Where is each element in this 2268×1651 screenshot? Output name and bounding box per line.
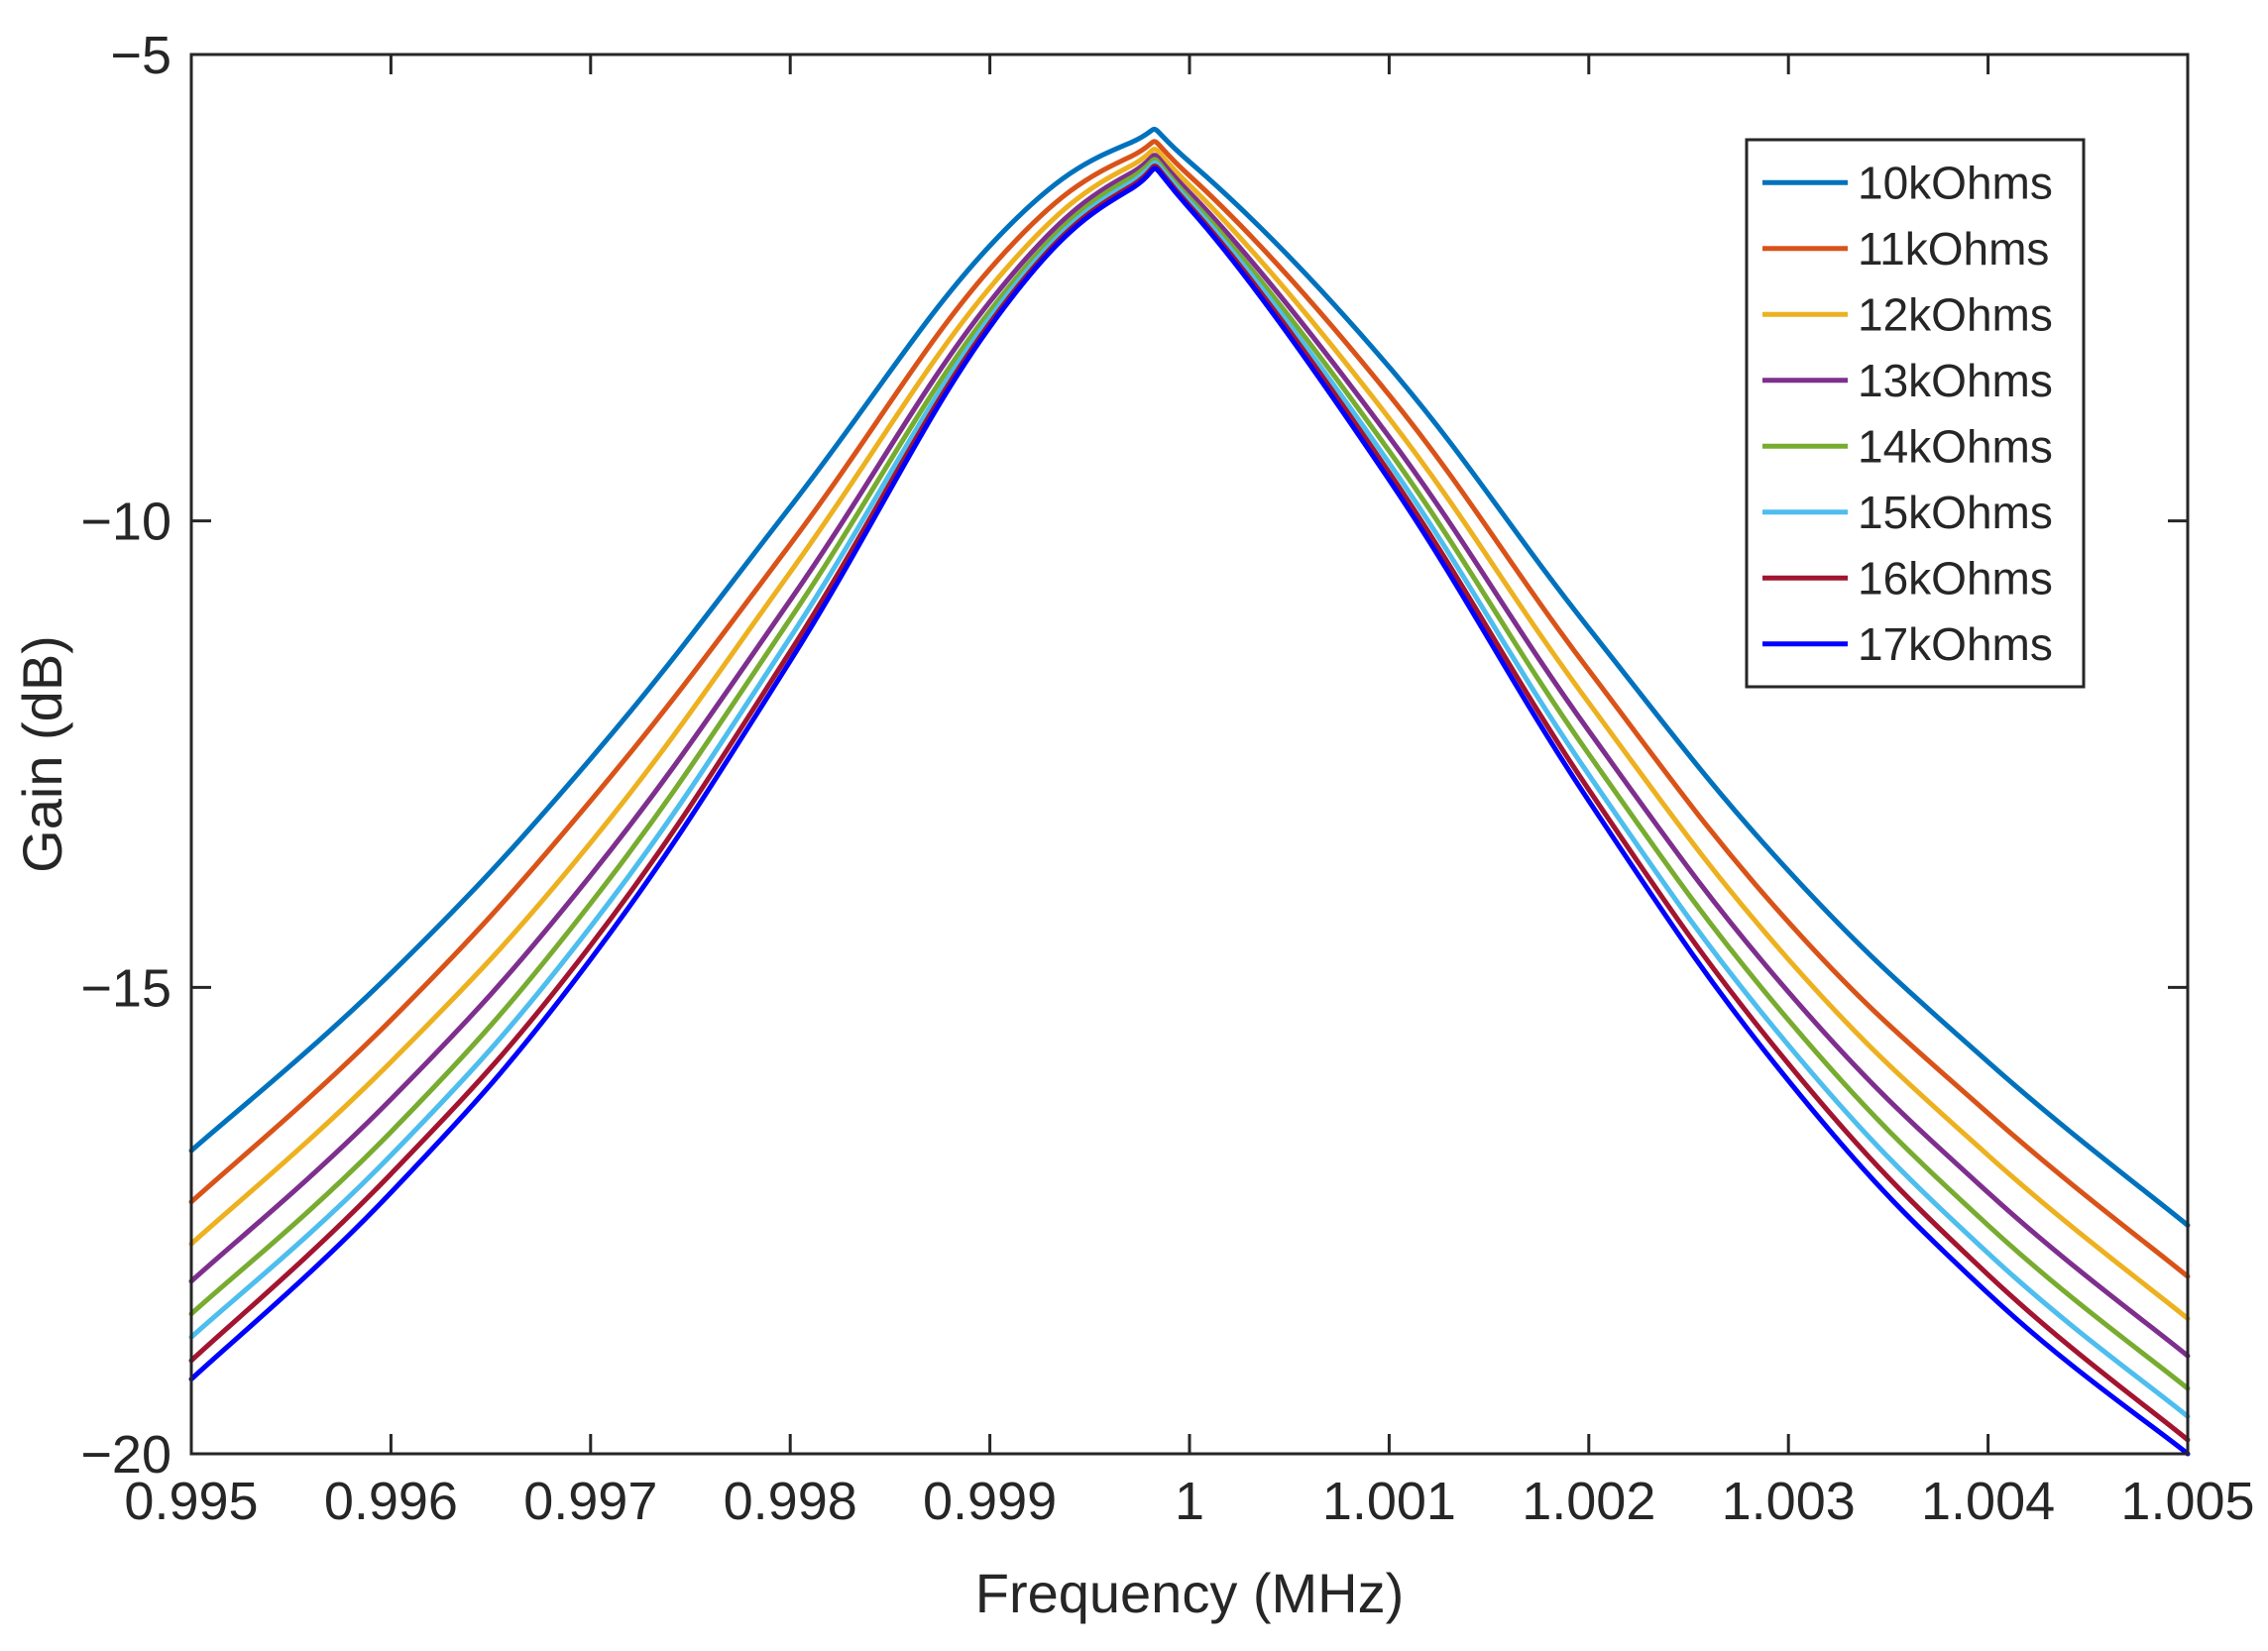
x-tick-label: 0.999 — [923, 1472, 1057, 1531]
x-axis-label: Frequency (MHz) — [975, 1562, 1405, 1624]
legend-label-13kOhms: 13kOhms — [1858, 355, 2053, 406]
y-tick-label: −15 — [80, 958, 171, 1018]
x-tick-label: 1.004 — [1921, 1472, 2055, 1531]
legend-label-10kOhms: 10kOhms — [1858, 157, 2053, 208]
y-tick-label: −10 — [80, 493, 171, 552]
legend-box — [1745, 138, 2086, 689]
legend-label-14kOhms: 14kOhms — [1858, 420, 2053, 472]
series-line-17kOhms — [188, 165, 2191, 1457]
x-tick-label: 0.996 — [324, 1472, 458, 1531]
legend-label-11kOhms: 11kOhms — [1858, 223, 2049, 275]
x-tick-label: 1.005 — [2120, 1472, 2254, 1531]
legend-label-12kOhms: 12kOhms — [1858, 288, 2053, 340]
legend-label-17kOhms: 17kOhms — [1858, 618, 2053, 670]
series-line-12kOhms — [188, 147, 2191, 1321]
x-tick-label: 0.995 — [124, 1472, 258, 1531]
x-tick-label: 1.003 — [1722, 1472, 1856, 1531]
series-group — [188, 127, 2191, 1457]
series-line-13kOhms — [188, 153, 2191, 1359]
ticks-group: 0.995 0.996 0.997 0.998 0.999 1 1.001 1.002 1.00… — [80, 26, 2254, 1531]
legend-label-16kOhms: 16kOhms — [1858, 552, 2053, 604]
y-tick-label: −5 — [110, 26, 171, 85]
x-tick-label: 1.002 — [1522, 1472, 1655, 1531]
series-line-10kOhms — [188, 127, 2191, 1228]
series-line-11kOhms — [188, 139, 2191, 1279]
legend: 10kOhms 11kOhms 12kOhms 13kOhms 14kOhms 15kOh… — [1745, 138, 2086, 689]
legend-label-15kOhms: 15kOhms — [1858, 487, 2053, 538]
x-tick-label: 0.997 — [523, 1472, 657, 1531]
y-axis-label: Gain (dB) — [11, 635, 73, 873]
x-tick-label: 0.998 — [724, 1472, 857, 1531]
x-tick-label: 1.001 — [1322, 1472, 1456, 1531]
x-tick-label: 1 — [1175, 1472, 1204, 1531]
y-tick-label: −20 — [80, 1425, 171, 1485]
